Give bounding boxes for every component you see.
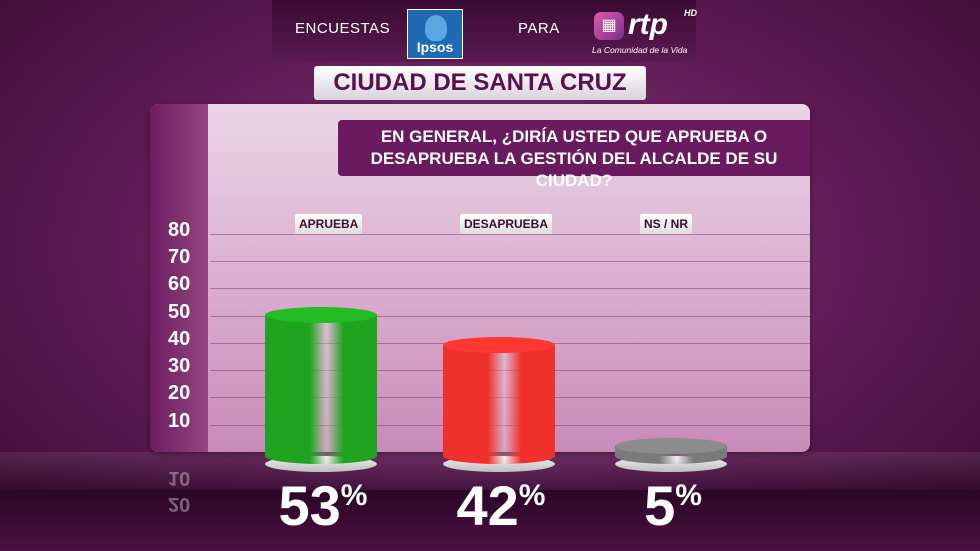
bar-top <box>265 307 377 324</box>
gridline-70 <box>210 261 810 262</box>
y-tick-70: 70 <box>168 246 191 268</box>
gridline-80 <box>210 234 810 235</box>
gridline-60 <box>210 288 810 289</box>
rtp-hd-text: HD <box>684 8 697 18</box>
ipsos-face-icon <box>425 15 447 41</box>
category-label-1: DESAPRUEBA <box>460 214 553 234</box>
ipsos-logo: Ipsos <box>407 9 463 59</box>
value-label-aprueba: 53% <box>278 474 368 537</box>
ipsos-logo-text: Ipsos <box>416 39 454 55</box>
reflected-tick-20: 20 <box>168 493 191 515</box>
y-tick-40: 40 <box>168 328 191 350</box>
value-label-desaprueba: 42% <box>456 474 546 537</box>
y-tick-30: 30 <box>168 355 191 377</box>
category-label-0: APRUEBA <box>295 214 363 234</box>
header-bar <box>272 0 696 62</box>
chart-title: CIUDAD DE SANTA CRUZ <box>314 66 646 100</box>
rtp-logo: ▦ rtp HD La Comunidad de la Vida <box>592 8 702 58</box>
rtp-logo-text: rtp <box>628 8 668 41</box>
header-middle-text: PARA <box>518 20 560 37</box>
floor <box>0 490 980 551</box>
rtp-tagline: La Comunidad de la Vida <box>592 45 688 55</box>
question-box: EN GENERAL, ¿DIRÍA USTED QUE APRUEBA O D… <box>338 120 810 190</box>
category-label-2: NS / NR <box>640 214 693 234</box>
rtp-mark-icon: ▦ <box>594 12 624 40</box>
bar-top <box>615 438 727 455</box>
reflected-tick-10: 10 <box>168 467 191 489</box>
y-tick-10: 10 <box>168 410 191 432</box>
question-line-2: DESAPRUEBA LA GESTIÓN DEL ALCALDE DE SU … <box>370 149 778 190</box>
header-left-text: ENCUESTAS <box>295 20 391 37</box>
y-tick-60: 60 <box>168 273 191 295</box>
bar-body <box>265 315 377 464</box>
bar-top <box>443 337 555 354</box>
bar-body <box>443 345 555 464</box>
gridline-50 <box>210 316 810 317</box>
y-tick-80: 80 <box>168 219 191 241</box>
value-label-nsnr: 5% <box>644 474 702 537</box>
chart-panel-side <box>150 104 208 452</box>
question-line-1: EN GENERAL, ¿DIRÍA USTED QUE APRUEBA O <box>380 127 768 146</box>
y-tick-50: 50 <box>168 301 191 323</box>
y-tick-20: 20 <box>168 382 191 404</box>
